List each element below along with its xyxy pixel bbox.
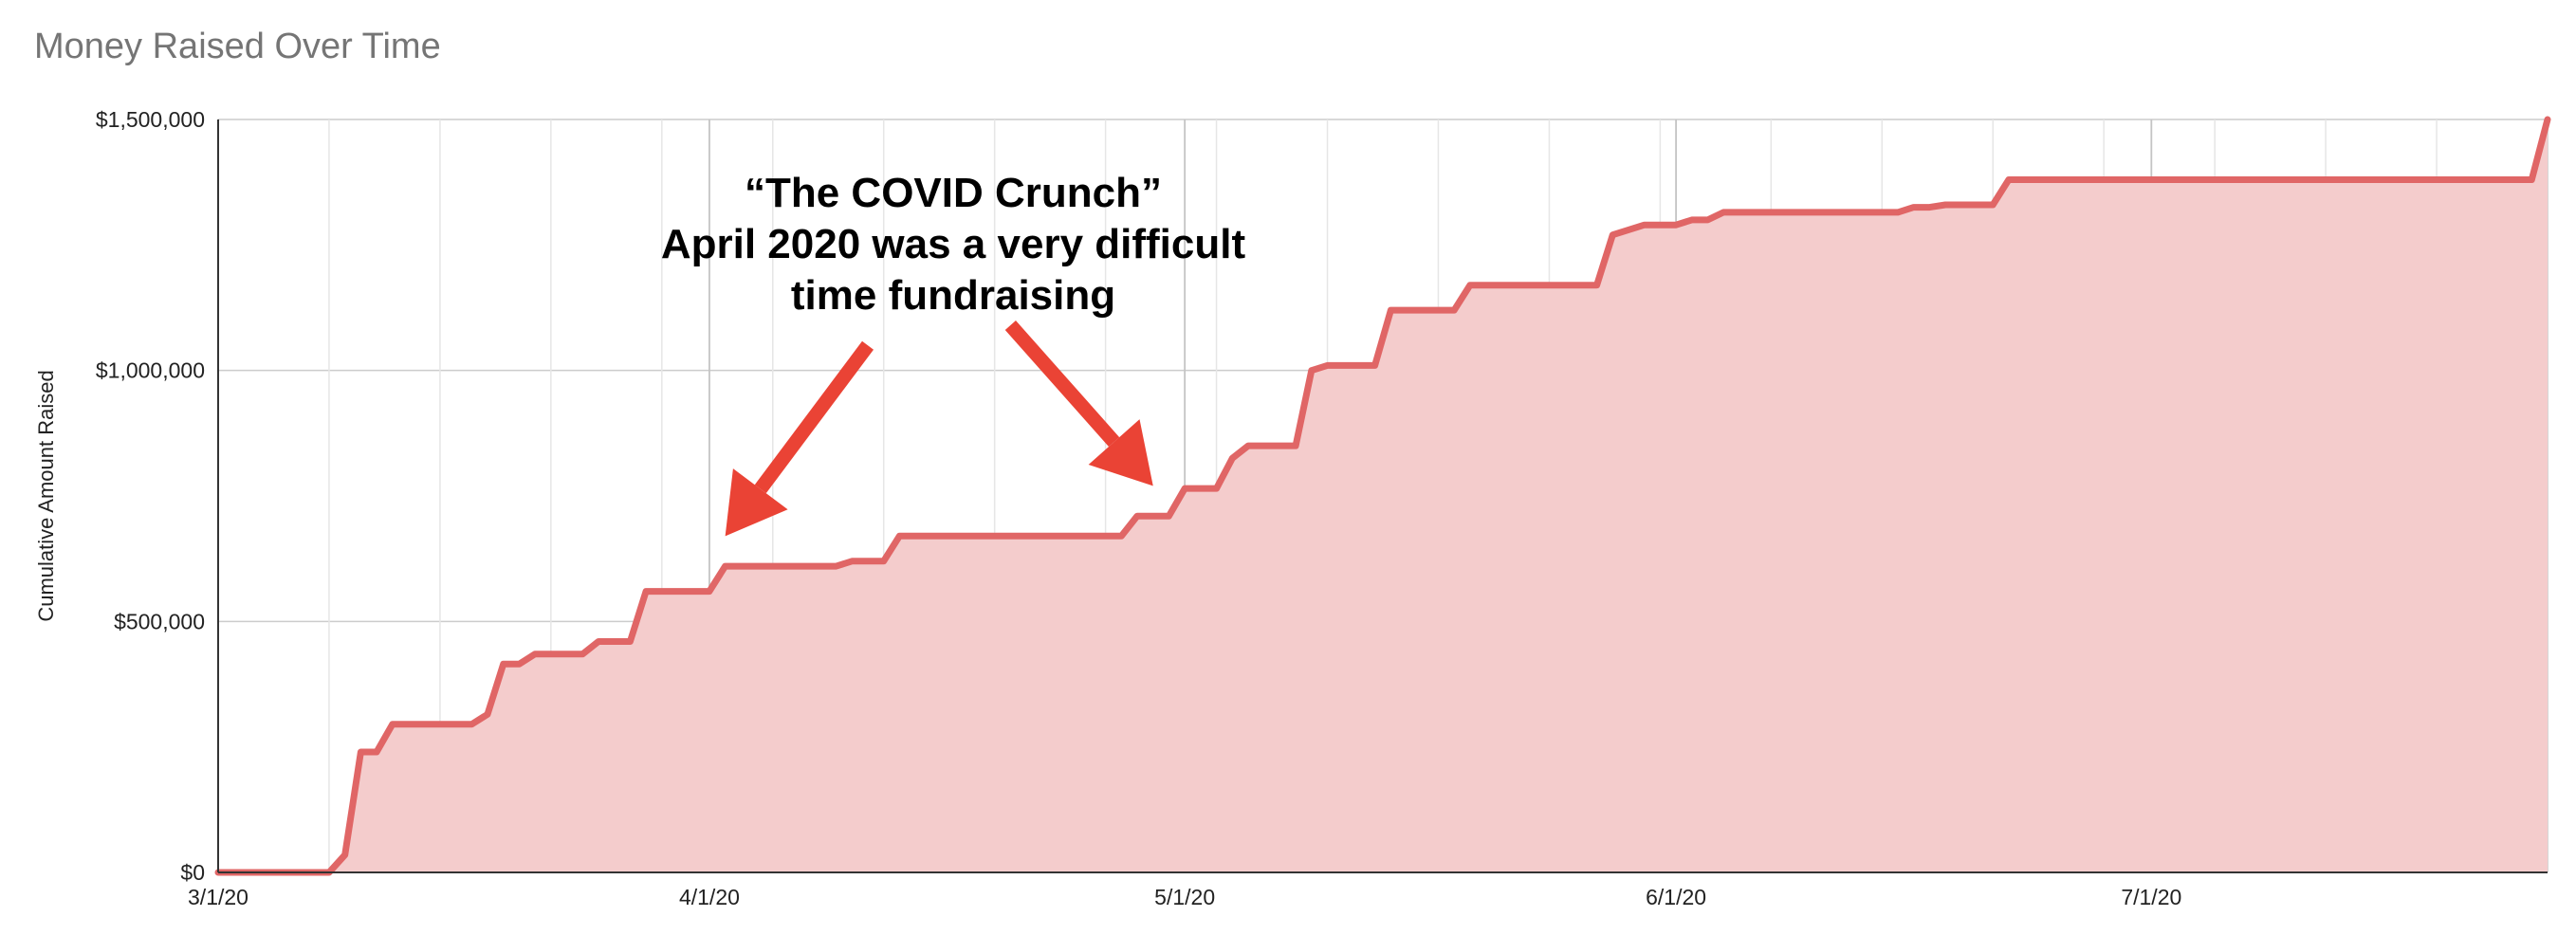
annotation-text-line: “The COVID Crunch” xyxy=(745,170,1162,216)
y-tick-label: $500,000 xyxy=(114,609,205,633)
y-tick-label: $1,000,000 xyxy=(96,358,205,383)
x-tick-label: 4/1/20 xyxy=(679,885,740,909)
annotation: “The COVID Crunch” April 2020 was a very … xyxy=(661,170,1246,537)
x-tick-label: 3/1/20 xyxy=(188,885,248,909)
annotation-text-line: time fundraising xyxy=(791,272,1115,319)
x-tick-label: 6/1/20 xyxy=(1646,885,1706,909)
series-area-fill xyxy=(218,119,2548,872)
annotation-text-line: April 2020 was a very difficult xyxy=(661,221,1246,267)
y-tick-label: $0 xyxy=(180,860,205,885)
chart-title: Money Raised Over Time xyxy=(34,27,441,66)
annotation-arrow-head xyxy=(725,468,788,537)
x-tick-label: 7/1/20 xyxy=(2121,885,2181,909)
series-line xyxy=(214,116,2551,876)
annotation-arrow-shaft xyxy=(1004,321,1120,448)
x-tick-label: 5/1/20 xyxy=(1154,885,1215,909)
annotation-arrow-head xyxy=(1088,419,1153,486)
annotation-arrow-shaft xyxy=(754,340,874,494)
y-axis-title: Cumulative Amount Raised xyxy=(34,370,58,621)
area-series xyxy=(214,116,2551,876)
axes xyxy=(217,119,2548,873)
tick-labels: $0 $500,000 $1,000,000 $1,500,000 3/1/20 4/1/… xyxy=(34,107,2181,909)
y-tick-label: $1,500,000 xyxy=(96,107,205,132)
